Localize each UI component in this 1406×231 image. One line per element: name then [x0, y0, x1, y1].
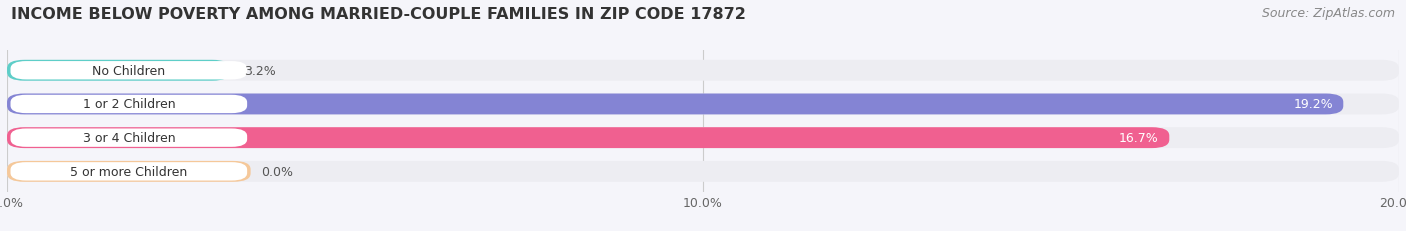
Text: Source: ZipAtlas.com: Source: ZipAtlas.com: [1261, 7, 1395, 20]
FancyBboxPatch shape: [10, 162, 247, 181]
FancyBboxPatch shape: [10, 62, 247, 80]
FancyBboxPatch shape: [7, 94, 1343, 115]
Text: 19.2%: 19.2%: [1294, 98, 1333, 111]
FancyBboxPatch shape: [10, 129, 247, 147]
Text: 0.0%: 0.0%: [262, 165, 292, 178]
FancyBboxPatch shape: [7, 94, 1399, 115]
Text: 16.7%: 16.7%: [1119, 132, 1159, 145]
Text: 5 or more Children: 5 or more Children: [70, 165, 187, 178]
FancyBboxPatch shape: [7, 61, 229, 81]
Text: 1 or 2 Children: 1 or 2 Children: [83, 98, 176, 111]
Text: INCOME BELOW POVERTY AMONG MARRIED-COUPLE FAMILIES IN ZIP CODE 17872: INCOME BELOW POVERTY AMONG MARRIED-COUPL…: [11, 7, 747, 22]
Text: No Children: No Children: [93, 64, 166, 77]
FancyBboxPatch shape: [7, 161, 250, 182]
Text: 3.2%: 3.2%: [243, 64, 276, 77]
FancyBboxPatch shape: [7, 128, 1170, 149]
FancyBboxPatch shape: [10, 95, 247, 114]
FancyBboxPatch shape: [7, 61, 1399, 81]
FancyBboxPatch shape: [7, 128, 1399, 149]
FancyBboxPatch shape: [7, 161, 1399, 182]
Text: 3 or 4 Children: 3 or 4 Children: [83, 132, 176, 145]
